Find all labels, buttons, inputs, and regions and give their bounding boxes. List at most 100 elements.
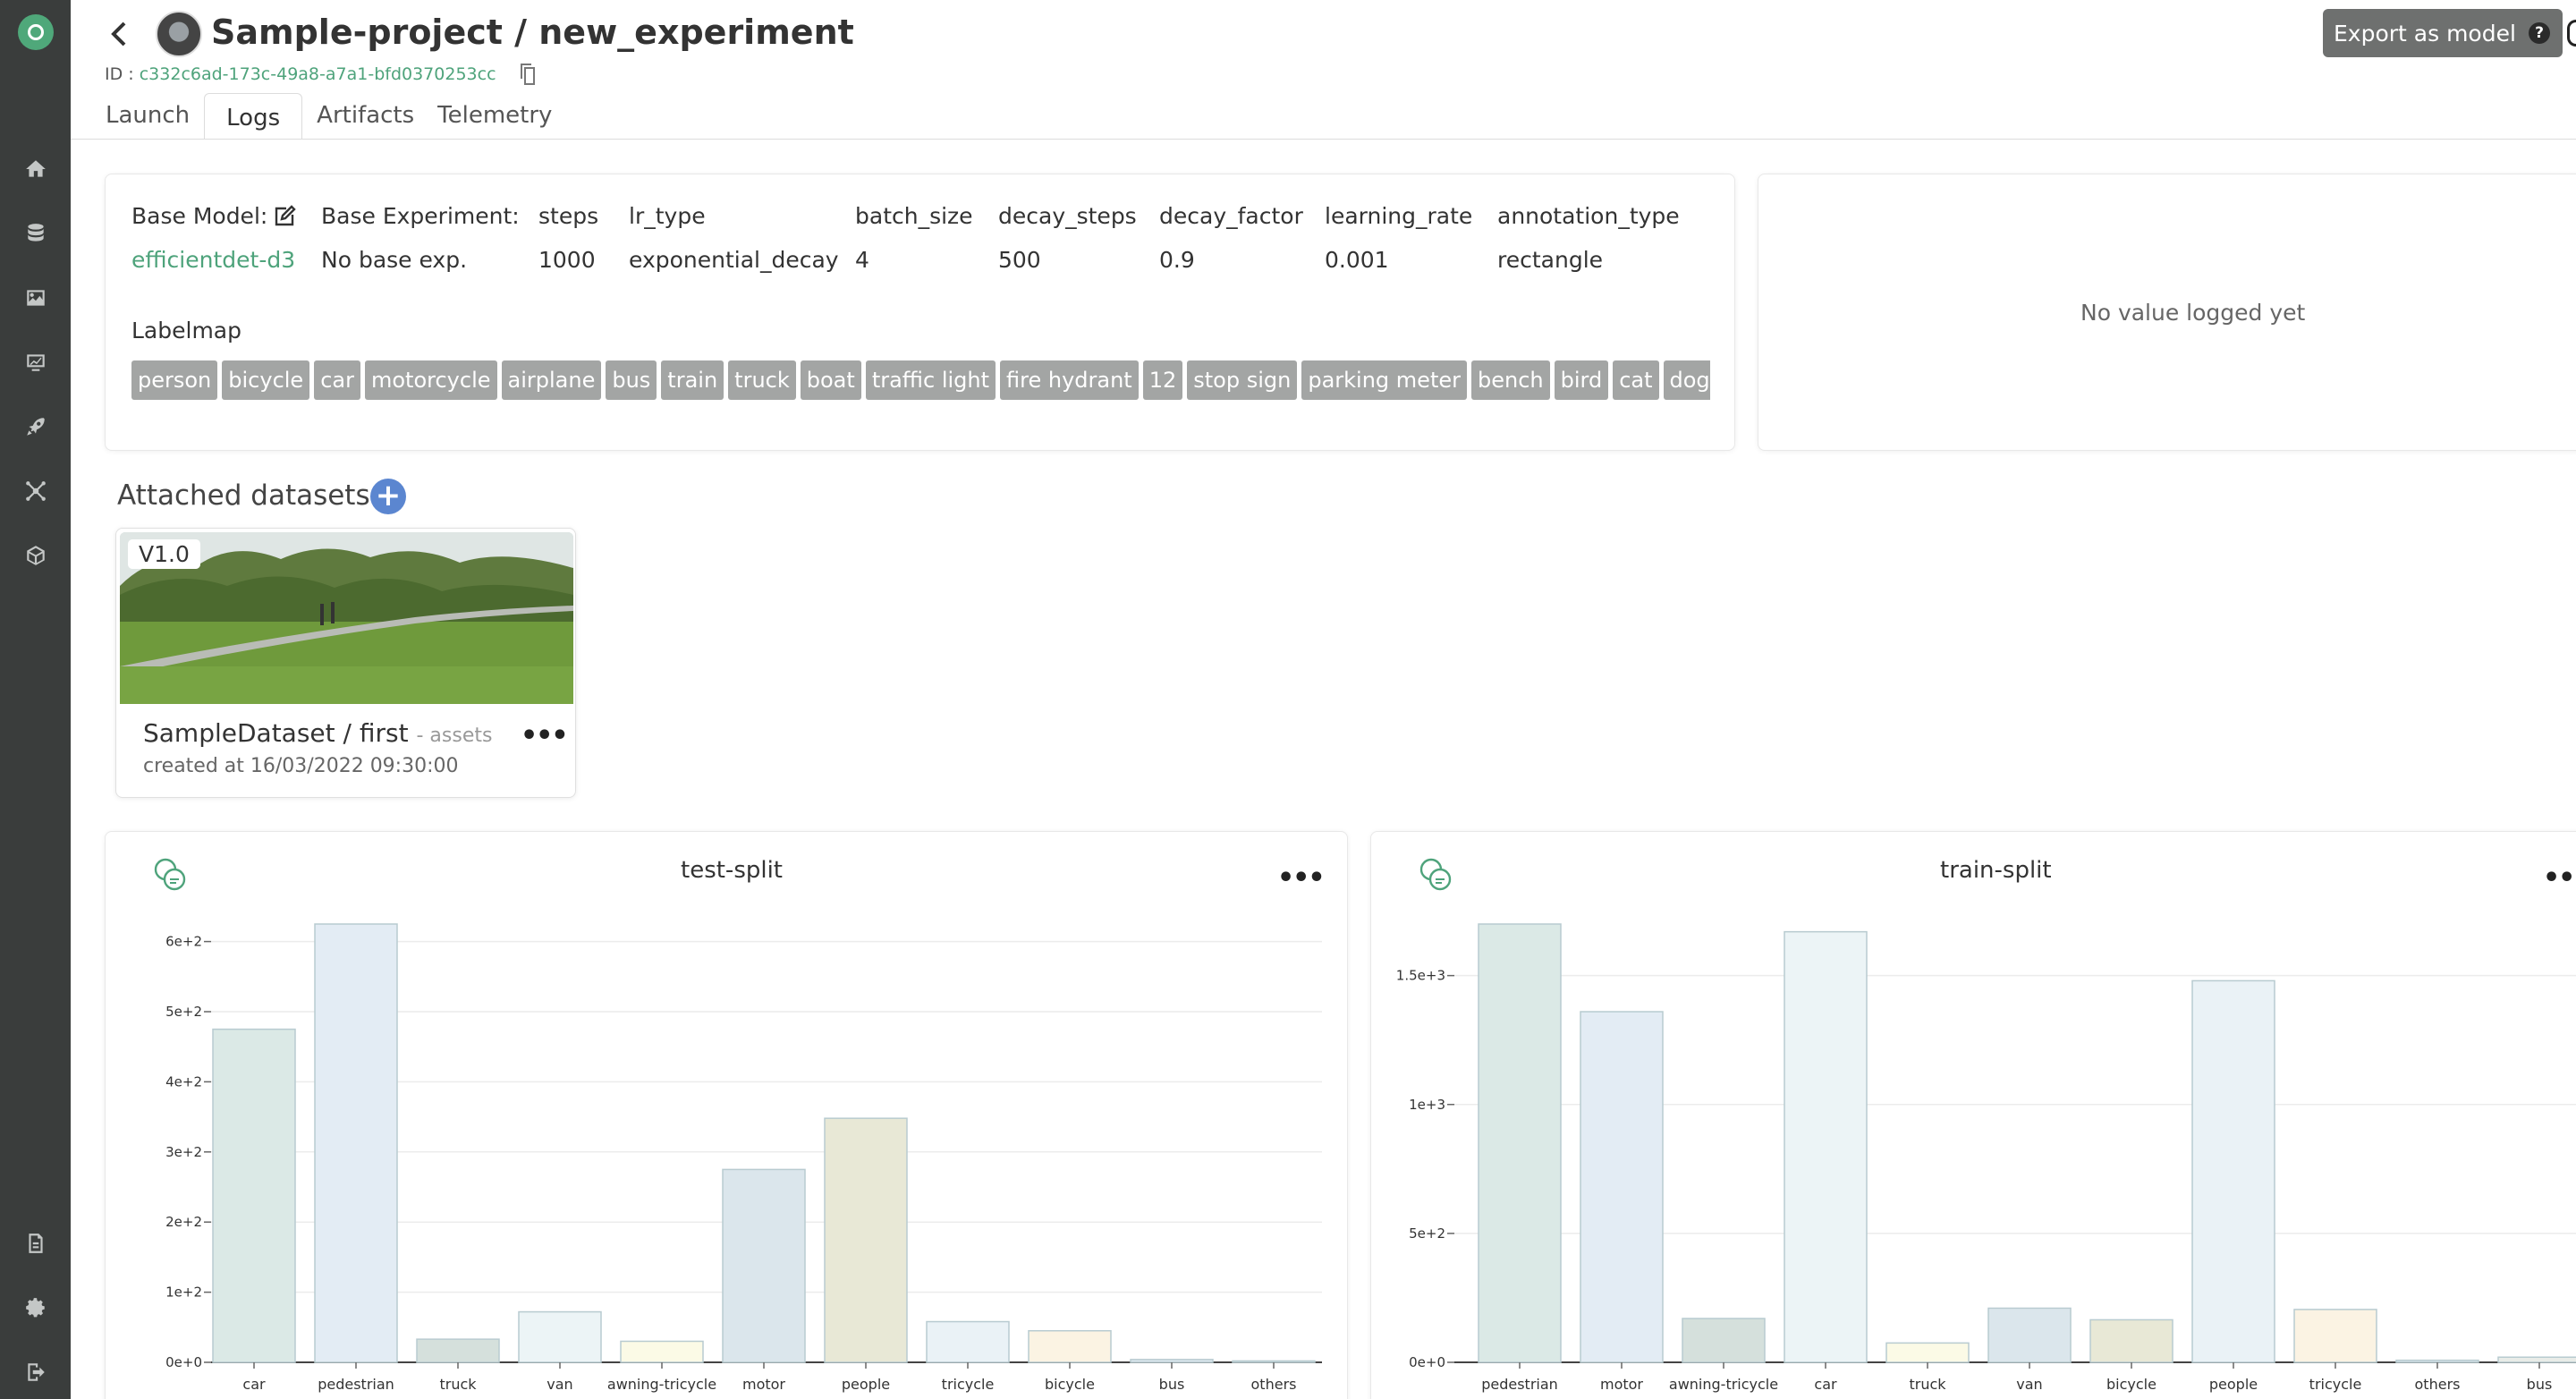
bar-people[interactable]	[824, 1117, 908, 1363]
image-icon[interactable]	[23, 285, 48, 310]
bar-truck[interactable]	[1885, 1342, 1970, 1363]
bar-bus[interactable]	[1130, 1359, 1214, 1363]
bar-people[interactable]	[2191, 979, 2275, 1363]
x-tick-label: motor	[1600, 1376, 1643, 1393]
bar-bicycle[interactable]	[1028, 1329, 1112, 1363]
label-chip: train	[661, 360, 724, 400]
tab-bar: Launch Logs Artifacts Telemetry	[97, 93, 566, 140]
bar-van[interactable]	[518, 1310, 602, 1363]
bar-tricycle[interactable]	[2293, 1309, 2377, 1363]
labelmap-chips: person bicycle car motorcycle airplane bus tra…	[131, 360, 1710, 402]
id-value[interactable]: c332c6ad-173c-49a8-a7a1-bfd0370253cc	[139, 64, 496, 84]
bar-awning-tricycle[interactable]	[620, 1340, 704, 1363]
x-tick-label: people	[842, 1376, 890, 1393]
settings-icon[interactable]	[23, 1295, 48, 1320]
test-split-bar-chart: 0e+0 1e+2 2e+2 3e+2 4e+2 5e+2 6e+2 car pedestria…	[165, 923, 1322, 1393]
dataset-created-at: created at 16/03/2022 09:30:00	[143, 755, 459, 777]
x-tick-label: car	[1814, 1376, 1837, 1393]
x-tick-label: van	[2016, 1376, 2042, 1393]
param-value-link[interactable]: efficientdet-d3	[131, 247, 296, 273]
param-value: 0.001	[1325, 247, 1389, 273]
bar-others[interactable]	[2395, 1359, 2479, 1363]
back-button[interactable]	[104, 18, 136, 50]
bar-tricycle[interactable]	[926, 1320, 1010, 1363]
document-icon[interactable]	[23, 1231, 48, 1256]
bar-van[interactable]	[1987, 1307, 2072, 1363]
logout-icon[interactable]	[23, 1360, 48, 1385]
y-tick-label: 2e+2	[165, 1214, 202, 1230]
export-button-label: Export as model	[2334, 20, 2516, 47]
copy-icon[interactable]	[515, 63, 537, 86]
tab-artifacts[interactable]: Artifacts	[317, 102, 415, 129]
help-icon[interactable]: ?	[2529, 22, 2550, 44]
label-chip: dog	[1663, 360, 1710, 400]
bar-pedestrian[interactable]	[1478, 923, 1562, 1363]
x-tick-label: others	[1251, 1376, 1297, 1393]
dataset-name: SampleDataset / first - assets	[143, 718, 492, 748]
x-tick-label: tricycle	[2309, 1376, 2362, 1393]
x-tick-label: people	[2209, 1376, 2258, 1393]
database-icon[interactable]	[23, 221, 48, 246]
param-learning-rate: learning_rate 0.001	[1325, 203, 1472, 273]
x-tick-label: awning-tricycle	[607, 1376, 716, 1393]
comment-icon[interactable]	[150, 855, 190, 895]
dataset-more-button[interactable]: •••	[521, 720, 569, 751]
param-value: rectangle	[1497, 247, 1604, 273]
x-tick-label: pedestrian	[1481, 1376, 1558, 1393]
comment-icon[interactable]	[1416, 855, 1455, 895]
tabs-divider	[71, 139, 2576, 140]
x-tick-label: motor	[742, 1376, 785, 1393]
labelmap-title: Labelmap	[131, 318, 242, 343]
tab-launch[interactable]: Launch	[106, 102, 191, 129]
label-chip: boat	[800, 360, 861, 400]
x-tick-label: pedestrian	[318, 1376, 394, 1393]
label-chip: bench	[1470, 360, 1550, 400]
bar-pedestrian[interactable]	[314, 923, 398, 1363]
experiment-id: ID : c332c6ad-173c-49a8-a7a1-bfd0370253c…	[105, 64, 496, 84]
param-value: 500	[998, 247, 1041, 273]
export-as-model-button[interactable]: Export as model ?	[2323, 9, 2563, 57]
label-chip: person	[131, 360, 218, 400]
user-menu-icon[interactable]	[2567, 20, 2576, 47]
bar-car[interactable]	[212, 1028, 296, 1363]
dataset-card[interactable]: V1.0 SampleDataset / first - assets ••• …	[115, 528, 576, 798]
attached-datasets-title: Attached datasets	[117, 479, 370, 512]
chart-icon[interactable]	[23, 350, 48, 375]
label-chip: stop sign	[1187, 360, 1298, 400]
bar-awning-tricycle[interactable]	[1682, 1318, 1766, 1363]
param-name: Base Model:	[131, 203, 268, 229]
y-tick-label: 0e+0	[1409, 1354, 1445, 1370]
bar-bus[interactable]	[2497, 1356, 2576, 1363]
label-chip: truck	[728, 360, 796, 400]
param-decay-steps: decay_steps 500	[998, 203, 1137, 273]
avatar[interactable]	[156, 11, 202, 57]
bar-bicycle[interactable]	[2089, 1318, 2174, 1363]
bar-motor[interactable]	[1580, 1011, 1664, 1363]
edit-icon[interactable]	[273, 204, 297, 228]
bar-truck[interactable]	[416, 1338, 500, 1363]
bar-car[interactable]	[1784, 930, 1868, 1363]
tab-telemetry[interactable]: Telemetry	[437, 102, 553, 129]
add-dataset-button[interactable]: +	[370, 479, 406, 514]
sidebar	[0, 0, 71, 1399]
param-name: steps	[538, 203, 599, 229]
tab-logs[interactable]: Logs	[204, 93, 303, 140]
box-icon[interactable]	[23, 543, 48, 568]
param-steps: steps 1000	[538, 203, 598, 273]
bar-others[interactable]	[1232, 1360, 1316, 1363]
home-icon[interactable]	[23, 157, 48, 182]
x-tick-label: bus	[1159, 1376, 1185, 1393]
chart-more-button[interactable]: •••	[2543, 862, 2576, 894]
x-tick-label: others	[2415, 1376, 2461, 1393]
param-name: decay_factor	[1159, 203, 1303, 229]
page-title: Sample-project / new_experiment	[211, 13, 854, 52]
network-icon[interactable]	[23, 479, 48, 504]
app-logo[interactable]	[18, 14, 54, 50]
chart-more-button[interactable]: •••	[1277, 862, 1326, 894]
param-name: learning_rate	[1325, 203, 1473, 229]
bar-motor[interactable]	[722, 1168, 806, 1363]
y-tick-label: 5e+2	[1409, 1225, 1445, 1242]
rocket-icon[interactable]	[23, 414, 48, 439]
y-tick-label: 5e+2	[165, 1004, 202, 1020]
y-tick-label: 3e+2	[165, 1144, 202, 1160]
